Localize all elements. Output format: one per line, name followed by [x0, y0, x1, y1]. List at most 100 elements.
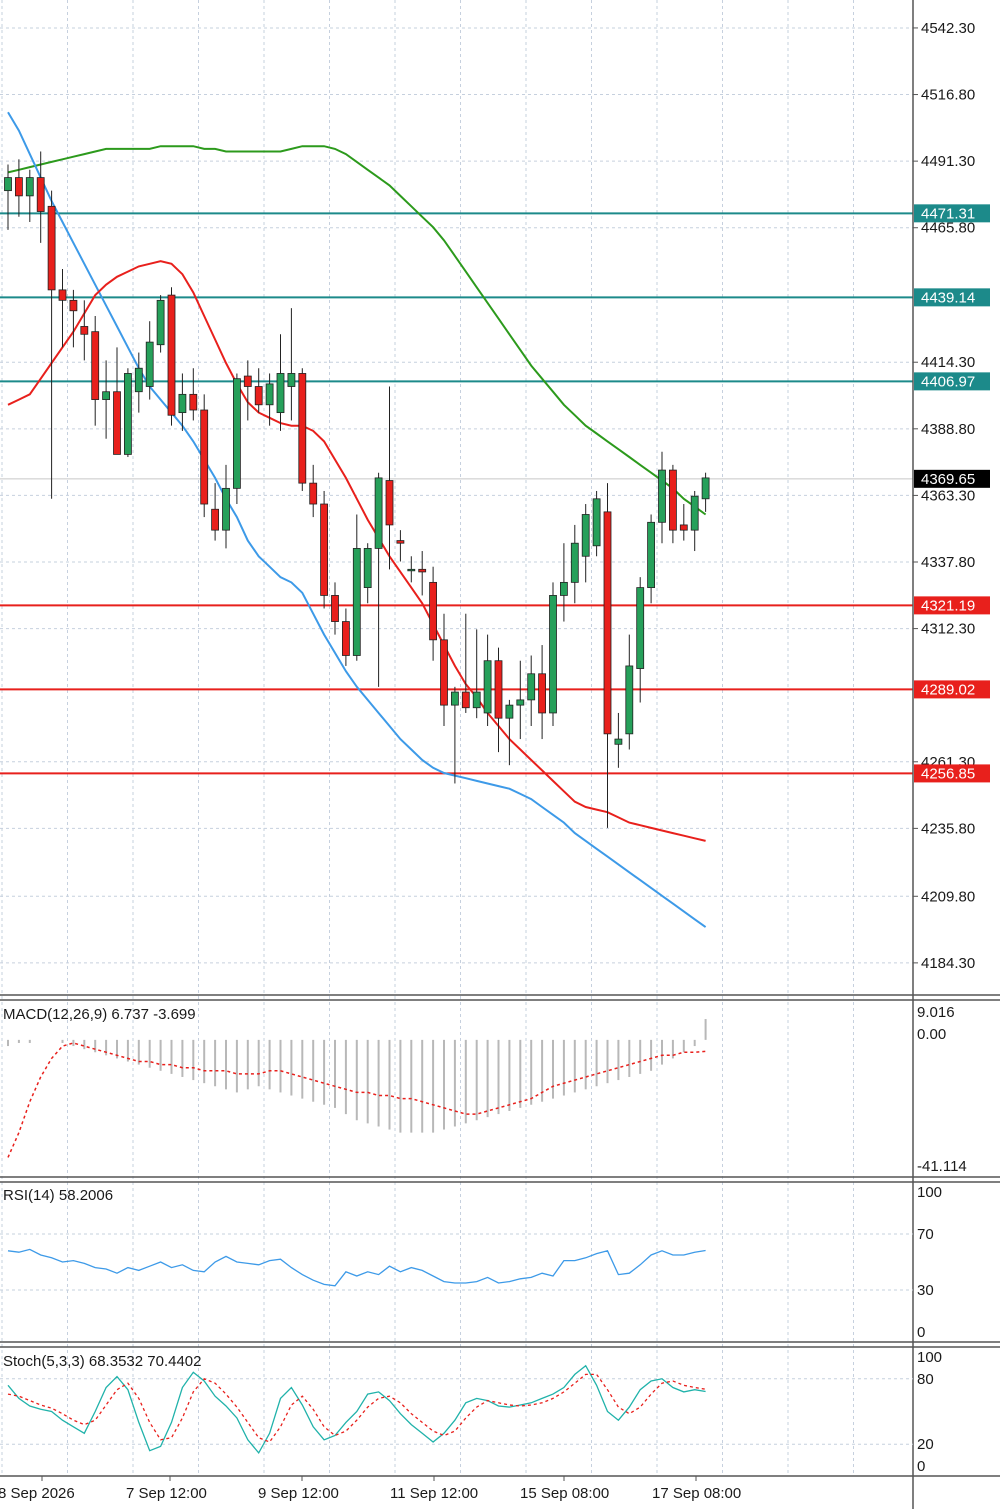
candle — [243, 360, 252, 421]
level-price-tag — [914, 288, 990, 307]
candle — [4, 164, 12, 230]
candle — [570, 524, 579, 604]
candle-body — [4, 177, 12, 192]
candle — [581, 504, 590, 583]
candle — [156, 295, 165, 353]
candle — [636, 577, 645, 703]
rsi-tick-label: 0 — [917, 1324, 925, 1341]
candle — [669, 464, 677, 544]
stoch-d-line — [7, 1373, 706, 1443]
candle-body — [679, 524, 688, 531]
candle-body — [69, 299, 78, 312]
candle — [36, 151, 45, 243]
candle — [287, 308, 296, 421]
candle — [102, 360, 110, 439]
candle — [320, 490, 329, 609]
candle-body — [47, 205, 56, 291]
macd-label: MACD(12,26,9) 6.737 -3.699 — [3, 1006, 196, 1023]
candle-body — [603, 511, 612, 735]
candle — [527, 655, 536, 727]
rsi-line — [7, 1248, 706, 1287]
candle-body — [167, 294, 176, 416]
candle-body — [58, 289, 67, 301]
candle-body — [320, 503, 329, 596]
candle-body — [374, 477, 383, 549]
candle — [58, 268, 67, 348]
candle-body — [178, 393, 187, 414]
candle — [91, 315, 100, 426]
candle-body — [276, 373, 285, 414]
candlesticks — [4, 151, 710, 828]
candle — [167, 287, 176, 426]
candle — [341, 608, 350, 666]
rsi-tick-label: 70 — [917, 1226, 934, 1243]
candle-body — [636, 587, 645, 669]
candle — [265, 373, 274, 426]
candle-body — [418, 568, 427, 573]
candle-body — [331, 595, 339, 622]
price-tick-label: 4414.30 — [921, 354, 975, 371]
candle-body — [538, 673, 546, 714]
level-price-label: 4321.19 — [921, 597, 975, 614]
candle-body — [581, 514, 590, 557]
candle — [440, 613, 448, 727]
price-tick-label: 4312.30 — [921, 621, 975, 638]
candle-body — [14, 177, 23, 197]
candle-body — [407, 568, 416, 572]
candle — [276, 334, 285, 431]
time-tick-label: 8 Sep 2026 — [0, 1485, 75, 1502]
candle-body — [145, 341, 154, 387]
candle — [516, 660, 525, 740]
candle-body — [124, 373, 132, 455]
candle-body — [440, 639, 448, 706]
ma-blue-line — [7, 111, 707, 928]
candle — [374, 472, 383, 687]
candle-body — [232, 378, 241, 489]
candle — [25, 169, 34, 222]
current-price-tag — [914, 469, 990, 488]
candle — [363, 543, 372, 604]
candle-body — [472, 691, 481, 709]
candle — [407, 556, 416, 583]
candle — [505, 699, 514, 766]
level-price-label: 4471.31 — [921, 205, 975, 222]
candle — [309, 464, 318, 518]
candle — [200, 394, 209, 518]
candle-body — [560, 581, 568, 596]
candle — [647, 514, 655, 604]
candle — [560, 543, 568, 622]
ma-red-line — [7, 260, 706, 842]
time-tick-label: 17 Sep 08:00 — [652, 1485, 741, 1502]
candle — [47, 190, 56, 499]
candle — [614, 712, 623, 768]
candle — [385, 386, 394, 570]
level-price-tag — [914, 764, 990, 783]
level-price-label: 4406.97 — [921, 373, 975, 390]
candle-body — [80, 326, 89, 335]
price-tick-label: 4465.80 — [921, 220, 975, 237]
candle-body — [614, 738, 623, 745]
level-price-tag — [914, 596, 990, 615]
candle-body — [102, 391, 110, 400]
candle-body — [494, 660, 503, 719]
grid — [0, 0, 913, 1476]
stoch-tick-label: 20 — [917, 1436, 934, 1453]
candle — [418, 551, 427, 596]
candle-body — [265, 383, 274, 406]
candle-body — [396, 540, 405, 544]
time-tick-label: 9 Sep 12:00 — [258, 1485, 339, 1502]
price-tick-label: 4209.80 — [921, 888, 975, 905]
candle — [331, 582, 339, 635]
macd-tick-label: 9.016 — [917, 1004, 955, 1021]
candle — [472, 629, 481, 719]
macd-tick-label: 0.00 — [917, 1026, 946, 1043]
candle-body — [669, 469, 677, 531]
candle — [690, 490, 699, 552]
macd-signal-line — [7, 1042, 706, 1158]
candle-body — [309, 482, 318, 505]
price-tick-label: 4363.30 — [921, 487, 975, 504]
candle-body — [211, 508, 220, 531]
rsi-label: RSI(14) 58.2006 — [3, 1187, 113, 1204]
